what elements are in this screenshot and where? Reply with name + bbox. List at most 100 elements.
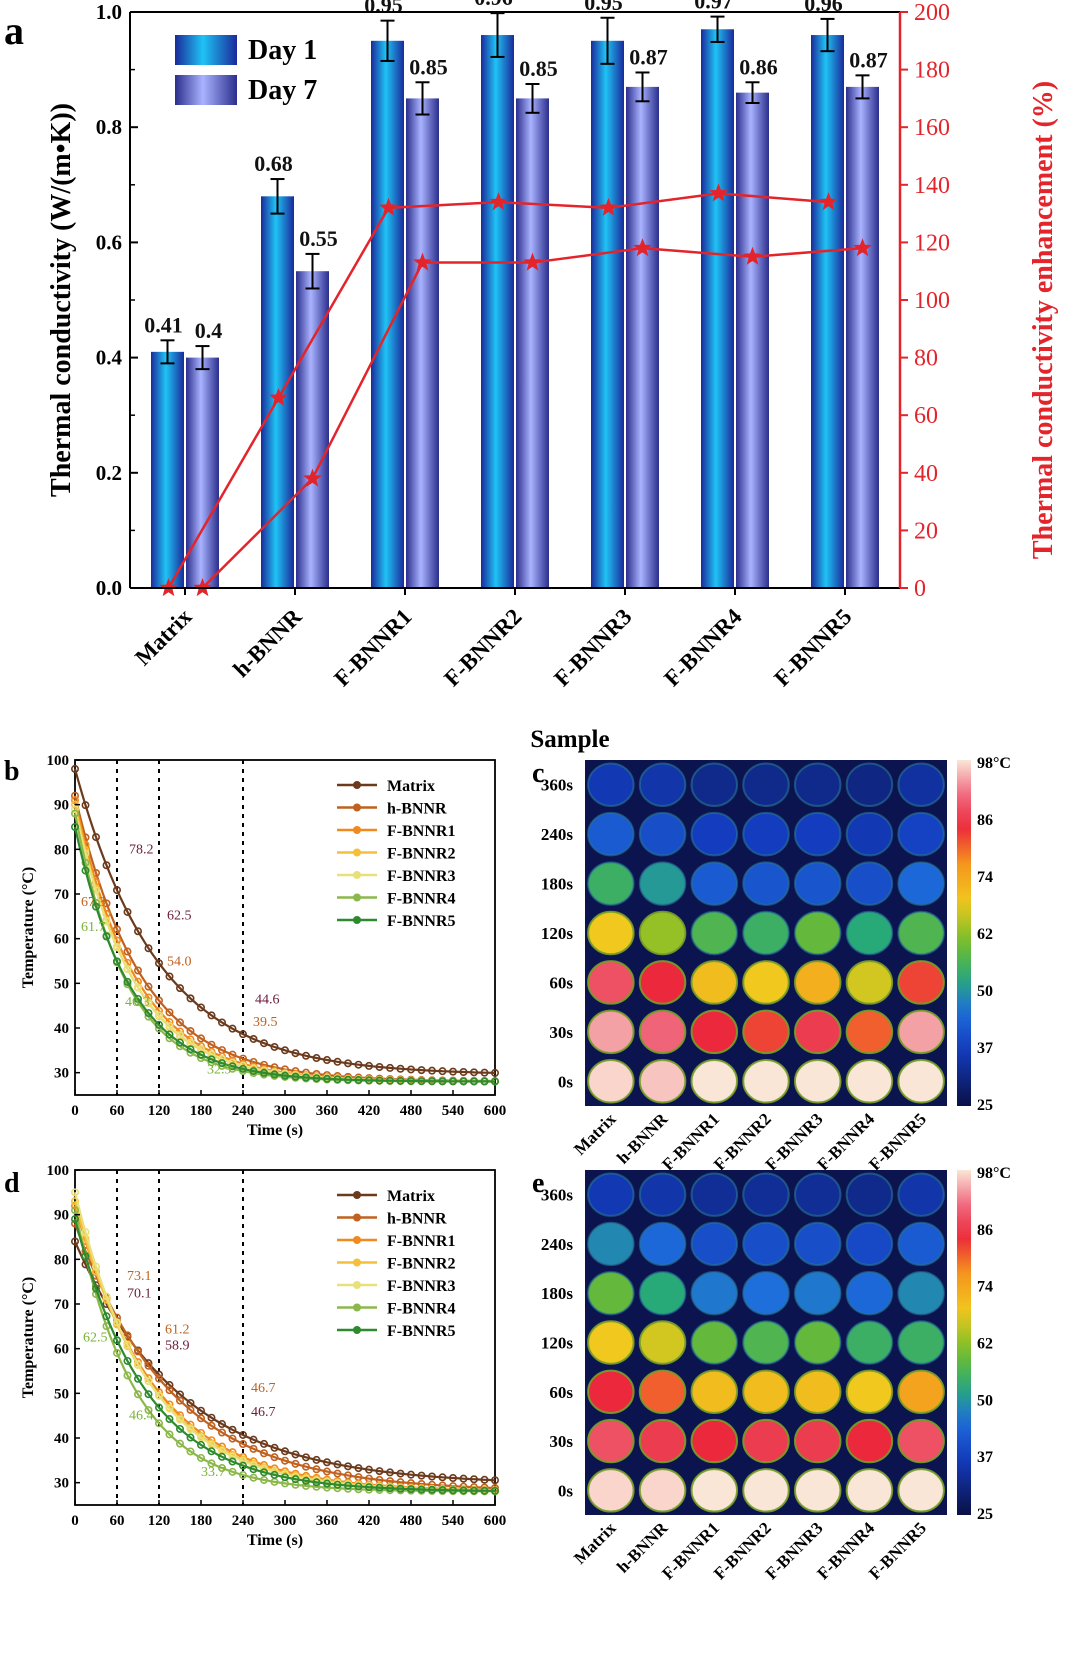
curve-point <box>354 1075 363 1084</box>
curve-point <box>270 1453 279 1462</box>
sample-disc <box>742 1009 790 1055</box>
sample-disc <box>690 1369 739 1414</box>
enhancement-star-marker <box>599 197 618 216</box>
curve-point <box>144 1377 153 1386</box>
curve-point <box>385 1063 394 1072</box>
curve-point <box>469 1475 478 1484</box>
curve-point <box>228 1425 237 1434</box>
curve-point <box>396 1076 405 1085</box>
bar <box>591 40 624 589</box>
value-annotation: 54.0 <box>167 954 192 969</box>
sample-disc <box>897 861 945 906</box>
x-tick-label: 180 <box>190 1513 213 1529</box>
bar <box>371 40 404 589</box>
x-tick-label: 240 <box>232 1513 255 1529</box>
curve-point <box>197 1050 206 1059</box>
sample-disc <box>845 1271 894 1316</box>
curve-point <box>71 1206 80 1215</box>
y-tick-label: 70 <box>54 1297 69 1313</box>
y-tick-label: 100 <box>47 1163 70 1179</box>
curve-point <box>92 1284 101 1293</box>
curve-point <box>186 1425 195 1434</box>
sample-disc <box>587 1009 635 1055</box>
curve-point <box>186 1405 195 1414</box>
sample-disc <box>845 1468 894 1513</box>
sample-disc <box>793 811 842 857</box>
row-label: 60s <box>549 973 573 992</box>
sample-disc <box>897 910 945 956</box>
curve-point <box>312 1478 321 1487</box>
sample-disc <box>638 1369 687 1414</box>
curve-point <box>176 1031 185 1040</box>
legend-label: Matrix <box>387 1188 435 1205</box>
y2-tick-label: 120 <box>914 230 950 256</box>
curve-point <box>343 1462 352 1471</box>
curve-point <box>155 1011 164 1020</box>
sample-disc <box>742 1320 790 1365</box>
curve-point <box>301 1073 310 1082</box>
curve-point <box>155 1391 164 1400</box>
curve-point <box>354 1060 363 1069</box>
sample-disc <box>638 1468 687 1513</box>
curve-point <box>102 1312 111 1321</box>
curve-point <box>228 1434 237 1443</box>
curve-point <box>406 1470 415 1479</box>
sample-disc <box>897 1320 945 1365</box>
x-tick-label: 540 <box>442 1513 465 1529</box>
curve-point <box>312 1482 321 1491</box>
curve-point <box>113 1348 122 1357</box>
curve-point <box>197 1406 206 1415</box>
curve-point <box>92 833 101 842</box>
curve-point <box>406 1065 415 1074</box>
sample-disc <box>587 1059 635 1104</box>
curve-point <box>123 907 132 916</box>
curve-point <box>186 1433 195 1442</box>
y-tick-label: 0.8 <box>96 115 122 139</box>
curve-point <box>165 1008 174 1017</box>
curve-point <box>375 1483 384 1492</box>
sample-disc <box>587 1369 635 1414</box>
x-tick-label: 300 <box>274 1513 297 1529</box>
curve-point <box>113 1318 122 1327</box>
curve-point <box>469 1068 478 1077</box>
curve-point <box>71 1188 80 1197</box>
curve-point <box>123 977 132 986</box>
legend-marker <box>353 1326 361 1334</box>
curve-point <box>291 1450 300 1459</box>
curve-point <box>270 1470 279 1479</box>
sample-disc <box>742 1418 790 1464</box>
colorbar <box>957 1170 971 1515</box>
sample-disc <box>897 1271 945 1316</box>
curve-point <box>134 1347 143 1356</box>
curve-point <box>228 1457 237 1466</box>
row-label: 30s <box>549 1432 573 1451</box>
curve-point <box>249 1067 258 1076</box>
y2-tick-label: 180 <box>914 58 950 84</box>
curve-point <box>186 1447 195 1456</box>
sample-disc <box>742 1172 790 1217</box>
value-annotation: 62.5 <box>83 1331 108 1346</box>
col-label: F-BNNR5 <box>865 1109 930 1174</box>
sample-disc <box>638 1418 687 1464</box>
curve-point <box>134 1374 143 1383</box>
y-tick-label: 30 <box>54 1066 69 1082</box>
colorbar-tick-label: 98°C <box>977 755 1011 772</box>
curve-point <box>490 1486 499 1495</box>
sample-disc <box>742 861 790 906</box>
sample-disc <box>897 1221 945 1267</box>
bar-value-label: 0.55 <box>299 226 338 251</box>
sample-disc <box>793 1271 842 1316</box>
curve-point <box>301 1481 310 1490</box>
curve-point <box>396 1484 405 1493</box>
value-annotation: 46.7 <box>251 1405 276 1420</box>
curve-point <box>123 1356 132 1365</box>
curve-point <box>291 1475 300 1484</box>
sample-disc <box>793 1369 842 1414</box>
y2-tick-label: 200 <box>914 0 950 26</box>
curve-point <box>207 1055 216 1064</box>
sample-disc <box>845 762 894 807</box>
colorbar-tick-label: 74 <box>977 869 993 886</box>
curve-point <box>239 1064 248 1073</box>
legend-label: h-BNNR <box>387 801 447 818</box>
bar-value-label: 0.97 <box>694 0 733 14</box>
